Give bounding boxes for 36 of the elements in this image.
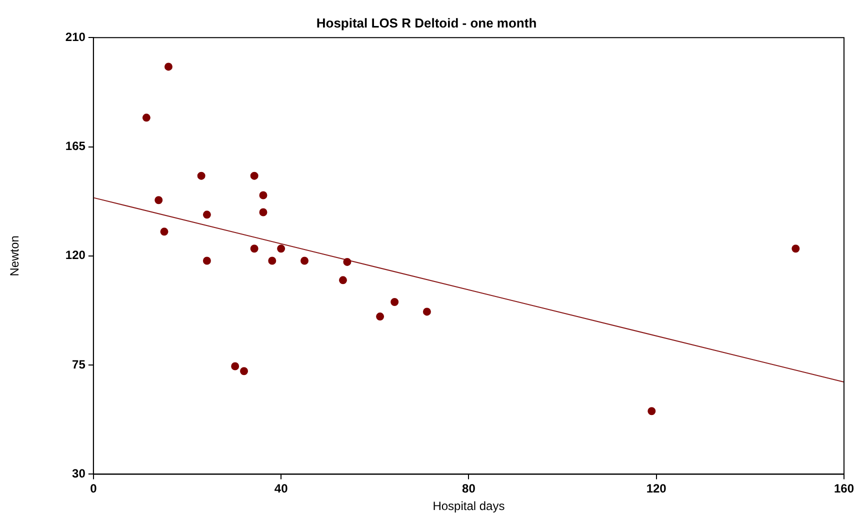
point [142, 114, 150, 122]
point [422, 308, 431, 316]
y-tick-label: 30 [72, 466, 86, 481]
point [277, 244, 286, 253]
chart-title: Hospital LOS R Deltoid - one month [316, 15, 537, 30]
point [160, 228, 168, 236]
point [376, 312, 384, 321]
point [259, 208, 268, 216]
point [259, 191, 268, 200]
point [338, 276, 347, 284]
point [197, 172, 206, 180]
x-tick-label: 160 [834, 482, 854, 496]
point [154, 196, 163, 204]
y-tick-label: 120 [65, 248, 86, 262]
x-tick-label: 80 [462, 482, 476, 496]
point [792, 244, 800, 253]
y-tick-label: 165 [65, 139, 86, 154]
point [250, 172, 258, 180]
point [250, 244, 258, 253]
x-tick-label: 120 [646, 482, 667, 496]
point [268, 256, 276, 265]
point [390, 298, 399, 306]
x-tick-label: 0 [90, 482, 98, 496]
point [164, 62, 172, 71]
y-tick-label: 210 [65, 30, 86, 44]
point [202, 256, 211, 265]
point [202, 210, 211, 219]
y-tick-label: 75 [72, 357, 86, 372]
point [231, 362, 240, 370]
point [300, 256, 309, 265]
x-tick-label: 40 [274, 482, 288, 496]
point [343, 258, 352, 266]
x-axis-title: Hospital days [432, 499, 505, 514]
point [648, 407, 656, 416]
point [240, 367, 248, 376]
y-axis-title: Newton [8, 236, 22, 276]
